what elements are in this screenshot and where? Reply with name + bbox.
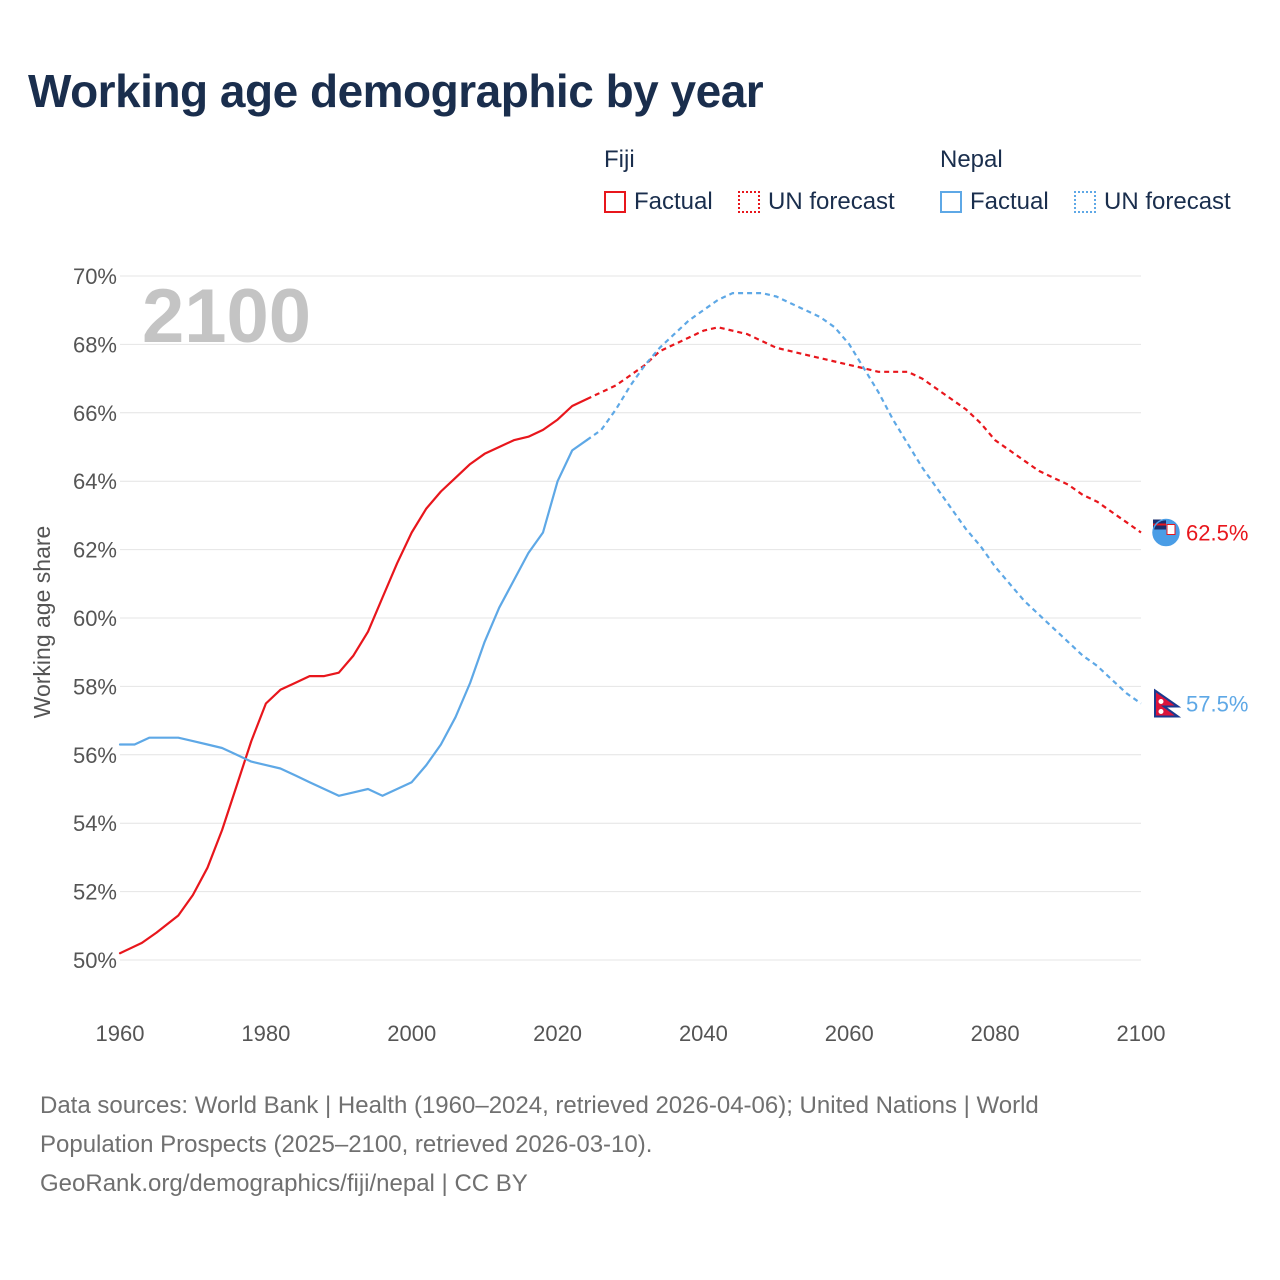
y-tick-label: 52%	[73, 880, 117, 905]
legend-item-nepal-factual[interactable]: Factual	[940, 188, 1049, 216]
flag-shield	[1166, 524, 1176, 535]
y-tick-label: 58%	[73, 674, 117, 699]
y-tick-label: 66%	[73, 401, 117, 426]
footer-sources-line: Data sources: World Bank | Health (1960–…	[40, 1092, 1039, 1119]
x-tick-label: 2040	[679, 1021, 728, 1046]
y-tick-label: 62%	[73, 538, 117, 563]
x-tick-label: 2060	[825, 1021, 874, 1046]
y-tick-label: 60%	[73, 606, 117, 631]
legend-item-nepal-forecast[interactable]: UN forecast	[1074, 188, 1231, 216]
solid-swatch-icon	[940, 191, 962, 213]
y-tick-label: 70%	[73, 264, 117, 289]
x-tick-label: 1960	[96, 1021, 145, 1046]
fiji-end-value-label: 62.5%	[1186, 521, 1248, 546]
flag-moon	[1158, 699, 1164, 704]
year-indicator: 2100	[142, 274, 311, 359]
y-tick-label: 50%	[73, 948, 117, 973]
flag-ring	[1152, 518, 1180, 547]
y-axis-label: Working age share	[29, 526, 55, 719]
x-axis-ticks: 1960 1980 2000 2020 2040 2060 2080 2100	[96, 1021, 1166, 1046]
y-axis-ticks: 50% 52% 54% 56% 58% 60% 62% 64% 66% 68% 70%	[73, 264, 117, 973]
legend-item-label: Factual	[970, 188, 1049, 215]
nepal-factual-line	[118, 439, 588, 797]
nepal-flag-icon	[1153, 688, 1182, 718]
nepal-forecast-line	[586, 292, 1142, 705]
chart-title: Working age demographic by year	[28, 65, 764, 117]
y-tick-label: 56%	[73, 743, 117, 768]
flag-sun	[1158, 709, 1164, 714]
nepal-end-value-label: 57.5%	[1186, 692, 1248, 717]
x-tick-label: 2100	[1117, 1021, 1166, 1046]
y-tick-label: 64%	[73, 469, 117, 494]
fiji-factual-line	[118, 398, 588, 955]
dotted-swatch-icon	[738, 191, 760, 213]
fiji-flag-icon	[1152, 518, 1180, 547]
legend-item-label: UN forecast	[768, 188, 895, 215]
y-tick-label: 54%	[73, 811, 117, 836]
legend-item-fiji-factual[interactable]: Factual	[604, 188, 713, 216]
legend-item-label: Factual	[634, 188, 713, 215]
dotted-swatch-icon	[1074, 191, 1096, 213]
legend-item-label: UN forecast	[1104, 188, 1231, 215]
fiji-forecast-line	[586, 326, 1142, 534]
footer-attribution-link[interactable]: GeoRank.org/demographics/fiji/nepal | CC…	[40, 1170, 528, 1197]
legend-item-fiji-forecast[interactable]: UN forecast	[738, 188, 895, 216]
series-lines	[118, 292, 1142, 955]
x-tick-label: 2080	[971, 1021, 1020, 1046]
solid-swatch-icon	[604, 191, 626, 213]
footer: Data sources: World Bank | Health (1960–…	[40, 1086, 1200, 1203]
line-chart: 50%52%54%56%58%60%62%64%66%68%70% 1960 19…	[29, 264, 1248, 1046]
y-tick-label: 68%	[73, 332, 117, 357]
gridlines	[120, 275, 1141, 961]
x-tick-label: 2020	[533, 1021, 582, 1046]
x-tick-label: 2000	[387, 1021, 436, 1046]
footer-sources-line: Population Prospects (2025–2100, retriev…	[40, 1131, 653, 1158]
series-end-markers: 62.5% 57.5%	[1152, 518, 1248, 718]
legend-group-name: Fiji	[604, 146, 635, 173]
legend-group-name: Nepal	[940, 146, 1003, 173]
x-tick-label: 1980	[241, 1021, 290, 1046]
